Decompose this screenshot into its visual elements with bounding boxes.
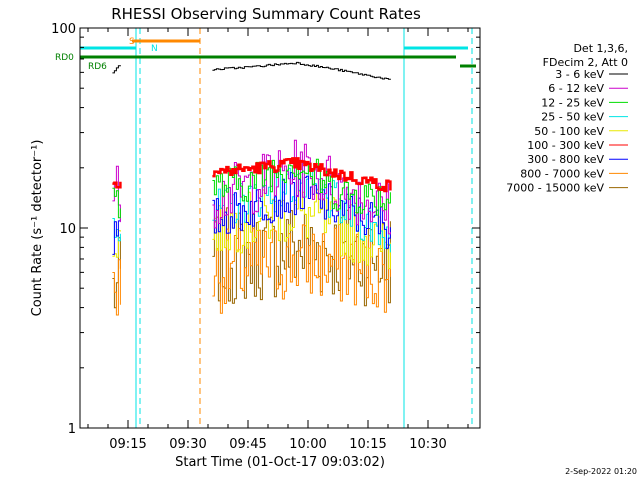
legend-label-50-100-kev: 50 - 100 keV [534,125,604,138]
x-tick-label: 09:30 [169,437,206,452]
legend-label-25-50-kev: 25 - 50 keV [541,111,604,124]
series-line [112,230,121,258]
flag-label-n: N [151,44,158,54]
series-800-7000-kev [112,224,391,316]
series-line [112,181,122,189]
series-line [212,61,391,80]
series-line [112,259,121,316]
legend-label-800-7000-kev: 800 - 7000 keV [520,167,604,180]
series-line [212,157,392,193]
x-tick-label: 10:15 [349,437,386,452]
chart-title: RHESSI Observing Summary Count Rates [111,5,421,23]
series-12-25-kev [112,158,391,219]
series-line [212,207,391,307]
series-line [212,224,391,314]
flag-label-s: S [129,37,135,47]
legend-label-7000-15000-kev: 7000 - 15000 keV [506,182,604,195]
axes: 1 10 100 09:15 09:30 09:45 10:00 10:15 10:30 [51,22,480,452]
series-line [212,172,391,249]
legend-label-6-12-kev: 6 - 12 keV [548,82,604,95]
series-3-6-kev [112,61,391,80]
x-tick-label: 10:00 [289,437,326,452]
series-line [112,219,121,255]
flag-label-rd6: RD6 [88,62,107,72]
series-line [212,139,391,235]
y-tick-label: 1 [68,422,76,437]
x-tick-label: 09:45 [229,437,266,452]
series-line [112,187,121,219]
legend-label-300-800-kev: 300 - 800 keV [527,153,604,166]
footer-date: 2-Sep-2022 01:20 [565,467,637,476]
series-line [112,65,121,74]
y-tick-label: 100 [51,22,76,37]
x-tick-label: 09:15 [109,437,146,452]
legend-header-2: FDecim 2, Att 0 [543,56,628,69]
marker-lines [79,28,473,428]
legend-header-1: Det 1,3,6, [573,42,628,55]
y-axis-label: Count Rate (s⁻¹ detector⁻¹) [30,140,45,317]
legend-label-100-300-kev: 100 - 300 keV [527,139,604,152]
series-300-800-kev [112,172,391,255]
data-layer [112,61,392,316]
flag-label-rd0: RD0 [55,53,74,63]
series-100-300-kev [112,157,392,193]
legend-label-3-6-kev: 3 - 6 keV [555,68,604,81]
y-tick-label: 10 [59,222,76,237]
series-line [212,158,391,216]
x-axis-label: Start Time (01-Oct-17 09:03:02) [175,455,385,470]
x-tick-label: 10:30 [409,437,446,452]
flag-bars: S N RD0 RD6 [55,37,476,72]
legend-label-12-25-kev: 12 - 25 keV [541,96,604,109]
